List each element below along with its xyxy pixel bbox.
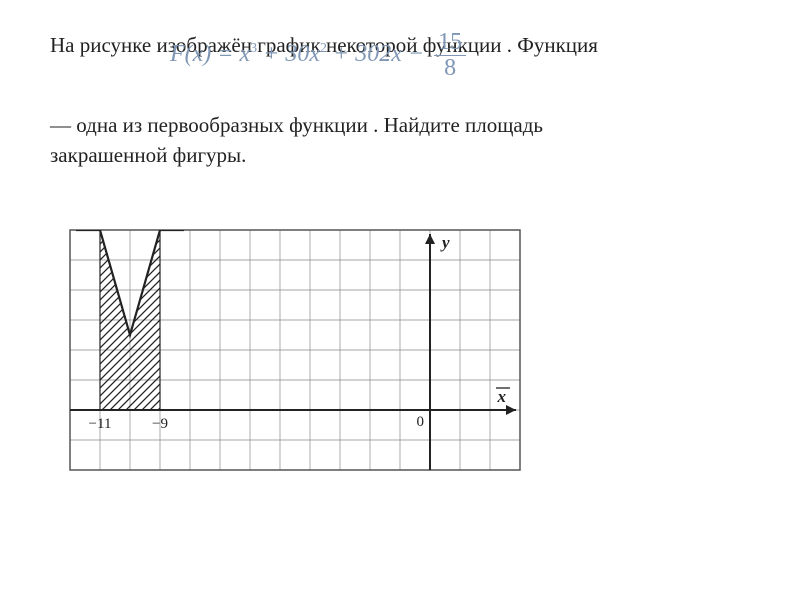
problem-line-3: закрашенной фигуры. [50,140,750,172]
svg-text:−11: −11 [89,416,112,432]
svg-text:−9: −9 [152,416,168,432]
svg-text:y: y [440,233,450,252]
svg-text:0: 0 [417,414,425,430]
graph-figure: −11 −9 0 y x [60,220,530,486]
graph-svg: −11 −9 0 y x [60,220,530,480]
svg-text:x: x [497,387,507,406]
problem-line-2: — одна из первообразных функции . Найдит… [50,110,750,142]
problem-line-1: На рисунке изображён график некоторой фу… [50,30,750,62]
